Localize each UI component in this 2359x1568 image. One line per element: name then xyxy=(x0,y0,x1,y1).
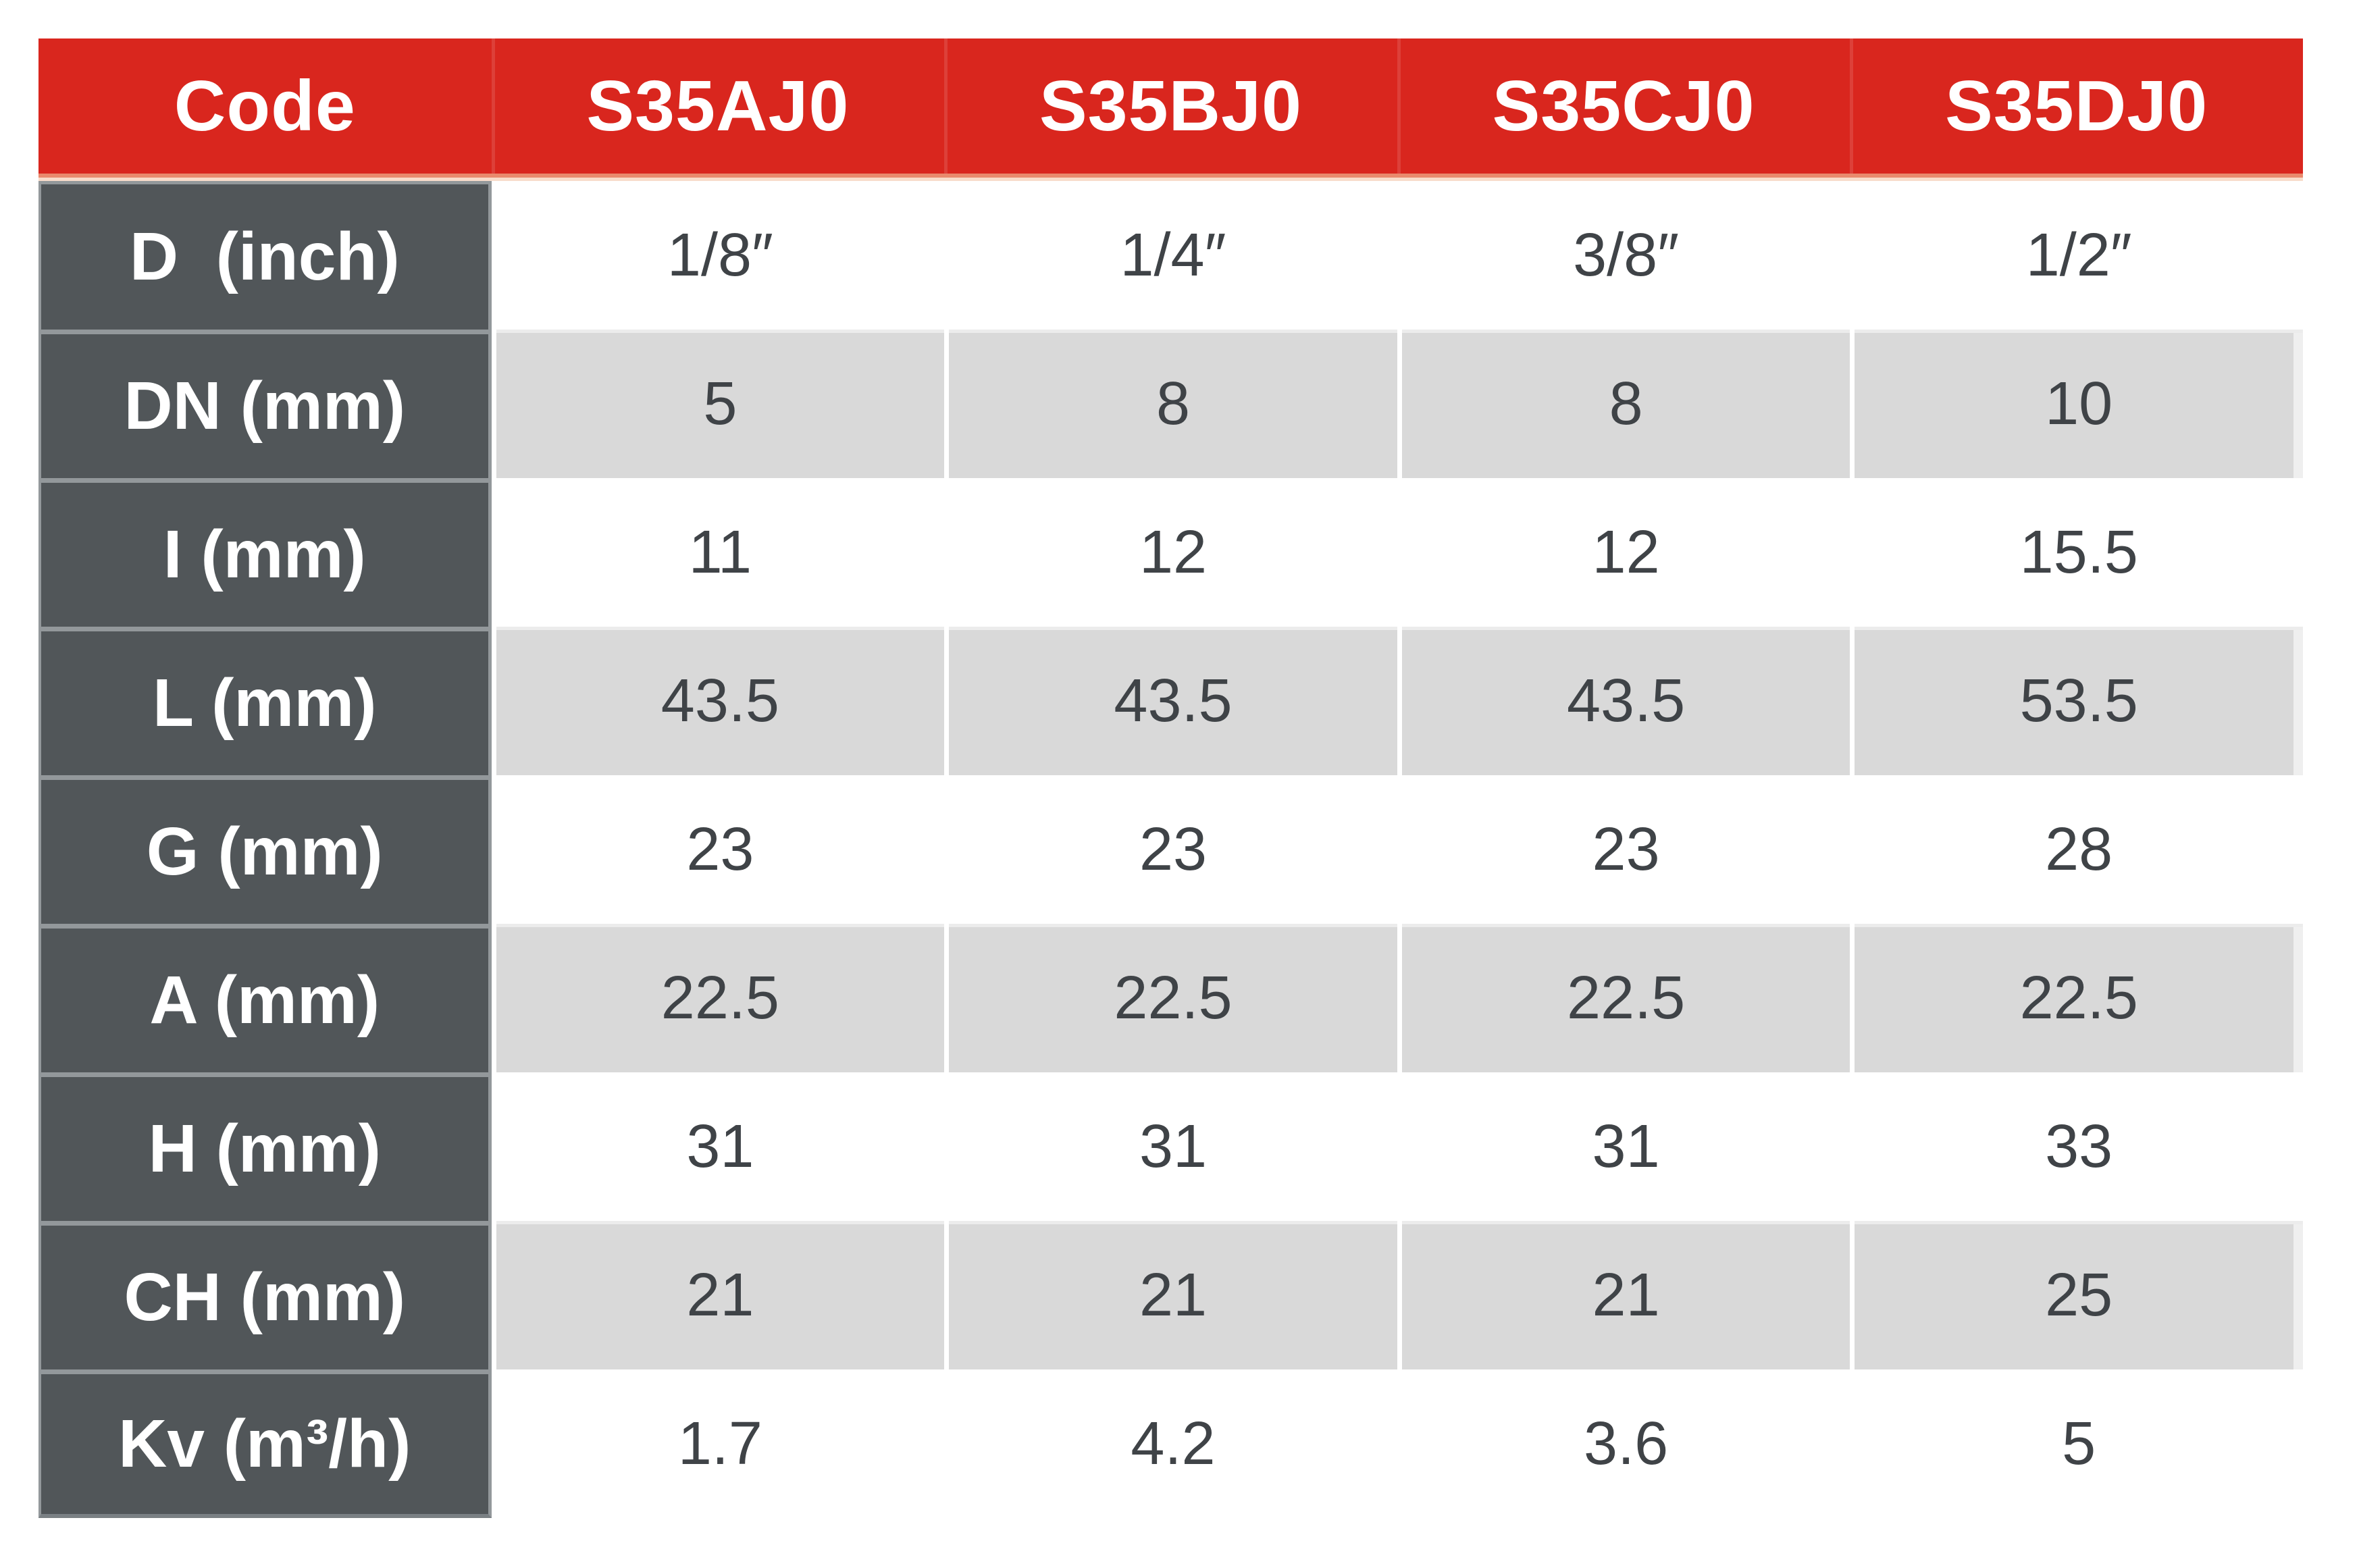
data-cell: 22.5 xyxy=(491,924,945,1072)
data-cell: 22.5 xyxy=(1850,924,2303,1072)
data-cell: 53.5 xyxy=(1850,627,2303,775)
header-cell-model-4: S35DJ0 xyxy=(1850,38,2303,174)
data-cell: 31 xyxy=(1397,1072,1850,1221)
data-cell: 31 xyxy=(944,1072,1397,1221)
row-label: DN (mm) xyxy=(38,330,492,478)
data-cell: 3/8″ xyxy=(1397,181,1850,330)
row-label: H (mm) xyxy=(38,1072,492,1221)
data-cell: 1/4″ xyxy=(944,181,1397,330)
row-label: D (inch) xyxy=(38,181,492,330)
row-label: G (mm) xyxy=(38,775,492,924)
spec-table: Code S35AJ0 S35BJ0 S35CJ0 S35DJ0 D (inch… xyxy=(38,38,2303,1518)
data-cell: 43.5 xyxy=(1397,627,1850,775)
data-cell: 28 xyxy=(1850,775,2303,924)
data-cell: 1/8″ xyxy=(491,181,945,330)
data-cell: 22.5 xyxy=(1397,924,1850,1072)
data-cell: 21 xyxy=(491,1221,945,1369)
data-cell: 1/2″ xyxy=(1850,181,2303,330)
data-cell: 25 xyxy=(1850,1221,2303,1369)
data-cell: 12 xyxy=(944,478,1397,627)
data-cell: 11 xyxy=(491,478,945,627)
data-cell: 12 xyxy=(1397,478,1850,627)
data-cell: 23 xyxy=(944,775,1397,924)
data-cell: 33 xyxy=(1850,1072,2303,1221)
row-label: I (mm) xyxy=(38,478,492,627)
header-cell-model-3: S35CJ0 xyxy=(1397,38,1850,174)
row-label: CH (mm) xyxy=(38,1221,492,1369)
header-cell-model-1: S35AJ0 xyxy=(492,38,945,174)
data-cell: 3.6 xyxy=(1397,1369,1850,1518)
data-cell: 4.2 xyxy=(944,1369,1397,1518)
data-cell: 10 xyxy=(1850,330,2303,478)
data-cell: 43.5 xyxy=(491,627,945,775)
data-cell: 1.7 xyxy=(491,1369,945,1518)
data-cell: 23 xyxy=(1397,775,1850,924)
data-cell: 5 xyxy=(491,330,945,478)
data-cell: 15.5 xyxy=(1850,478,2303,627)
table-header-row: Code S35AJ0 S35BJ0 S35CJ0 S35DJ0 xyxy=(38,38,2303,178)
data-cell: 43.5 xyxy=(944,627,1397,775)
header-cell-model-2: S35BJ0 xyxy=(944,38,1397,174)
row-label: L (mm) xyxy=(38,627,492,775)
data-cell: 21 xyxy=(944,1221,1397,1369)
header-cell-code: Code xyxy=(174,66,356,146)
data-cell: 8 xyxy=(944,330,1397,478)
data-cell: 23 xyxy=(491,775,945,924)
table-body: D (inch) 1/8″ 1/4″ 3/8″ 1/2″ DN (mm) 5 8 8 10 I (m… xyxy=(38,178,2303,1518)
data-cell: 8 xyxy=(1397,330,1850,478)
data-cell: 21 xyxy=(1397,1221,1850,1369)
row-label: Kv (m³/h) xyxy=(38,1369,492,1518)
data-cell: 22.5 xyxy=(944,924,1397,1072)
data-cell: 31 xyxy=(491,1072,945,1221)
row-label: A (mm) xyxy=(38,924,492,1072)
data-cell: 5 xyxy=(1850,1369,2303,1518)
